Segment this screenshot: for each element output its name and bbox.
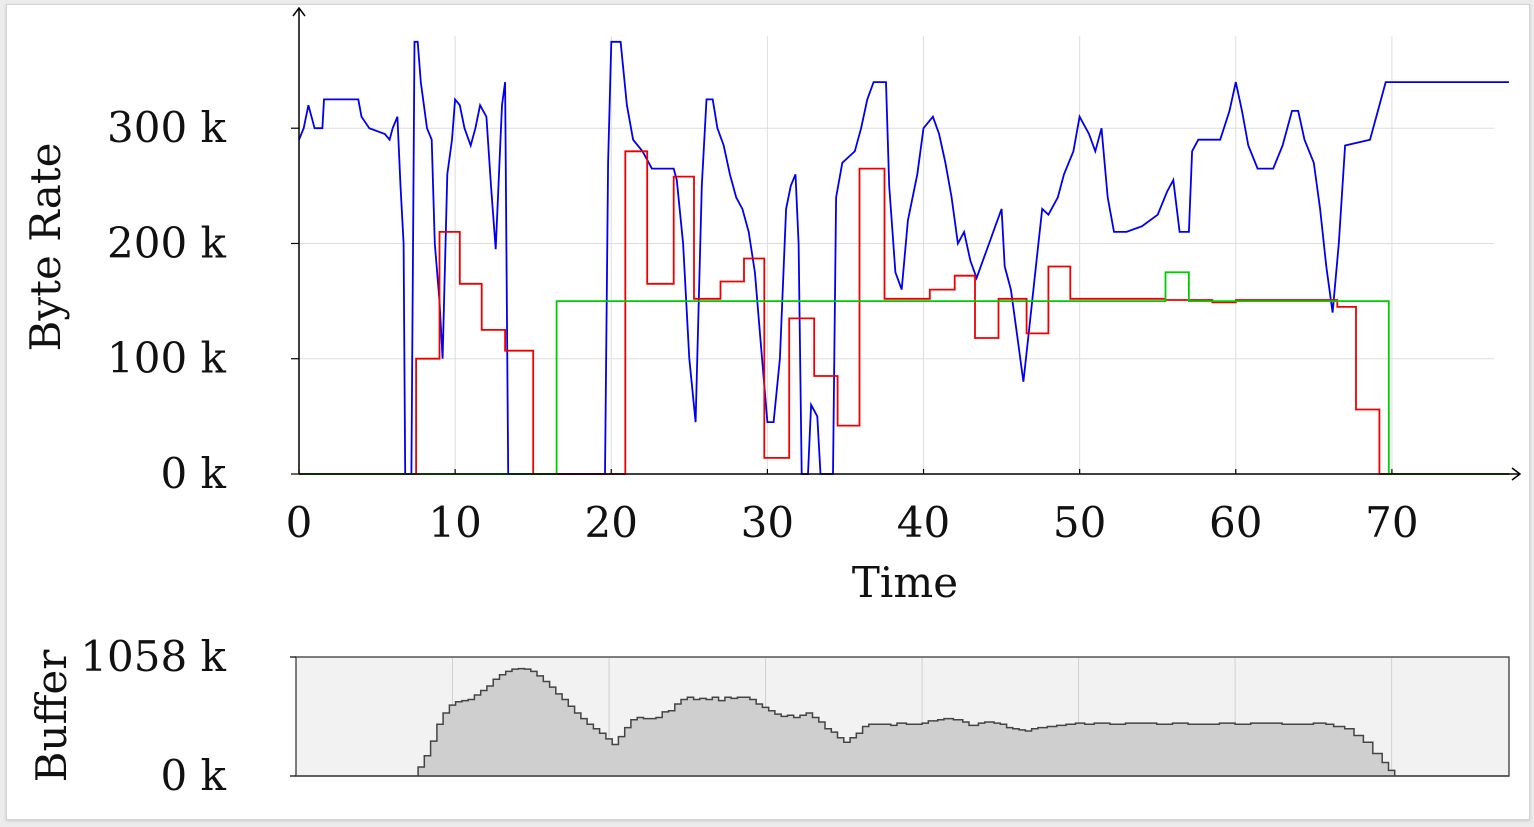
x-tick-label: 20: [585, 498, 638, 547]
buffer-axis-label: Buffer: [27, 649, 76, 783]
top-tick-labels: 0 10 20 30 40 50 60 70 0 k 100 k 300 k 200 k: [107, 103, 1419, 547]
buffer-area: [296, 667, 1509, 777]
y-axis-arrow: [292, 6, 306, 17]
y-tick-label: 100 k: [107, 334, 227, 383]
x-axis-label: Time: [852, 558, 958, 607]
x-tick-label: 10: [428, 498, 481, 547]
buffer-plot: [290, 656, 1510, 777]
x-tick-label: 40: [897, 498, 950, 547]
series-line-0: [298, 40, 1509, 475]
x-tick-label: 50: [1053, 498, 1106, 547]
buffer-plot-border: [295, 656, 1510, 777]
x-tick-label: 0: [286, 498, 313, 547]
x-axis-arrow: [1511, 467, 1522, 481]
top-axes: [291, 6, 1522, 481]
top-grid: [299, 36, 1494, 474]
x-tick-label: 30: [741, 498, 794, 547]
buffer-tick-label: 1058 k: [80, 632, 226, 681]
y-tick-label: 300 k: [107, 103, 227, 152]
x-tick-label: 60: [1209, 498, 1262, 547]
series-line-2: [299, 271, 1509, 475]
buffer-tick-label: 0 k: [160, 751, 226, 800]
top-series-layer: [298, 40, 1509, 475]
series-line-1: [299, 150, 1509, 475]
y-tick-label: 200 k: [107, 218, 227, 267]
y-tick-label: 0 k: [160, 449, 226, 498]
buffer-tick-labels: 0 k 1058 k: [80, 632, 226, 800]
x-tick-label: 70: [1365, 498, 1418, 547]
y-axis-label: Byte Rate: [21, 142, 70, 351]
